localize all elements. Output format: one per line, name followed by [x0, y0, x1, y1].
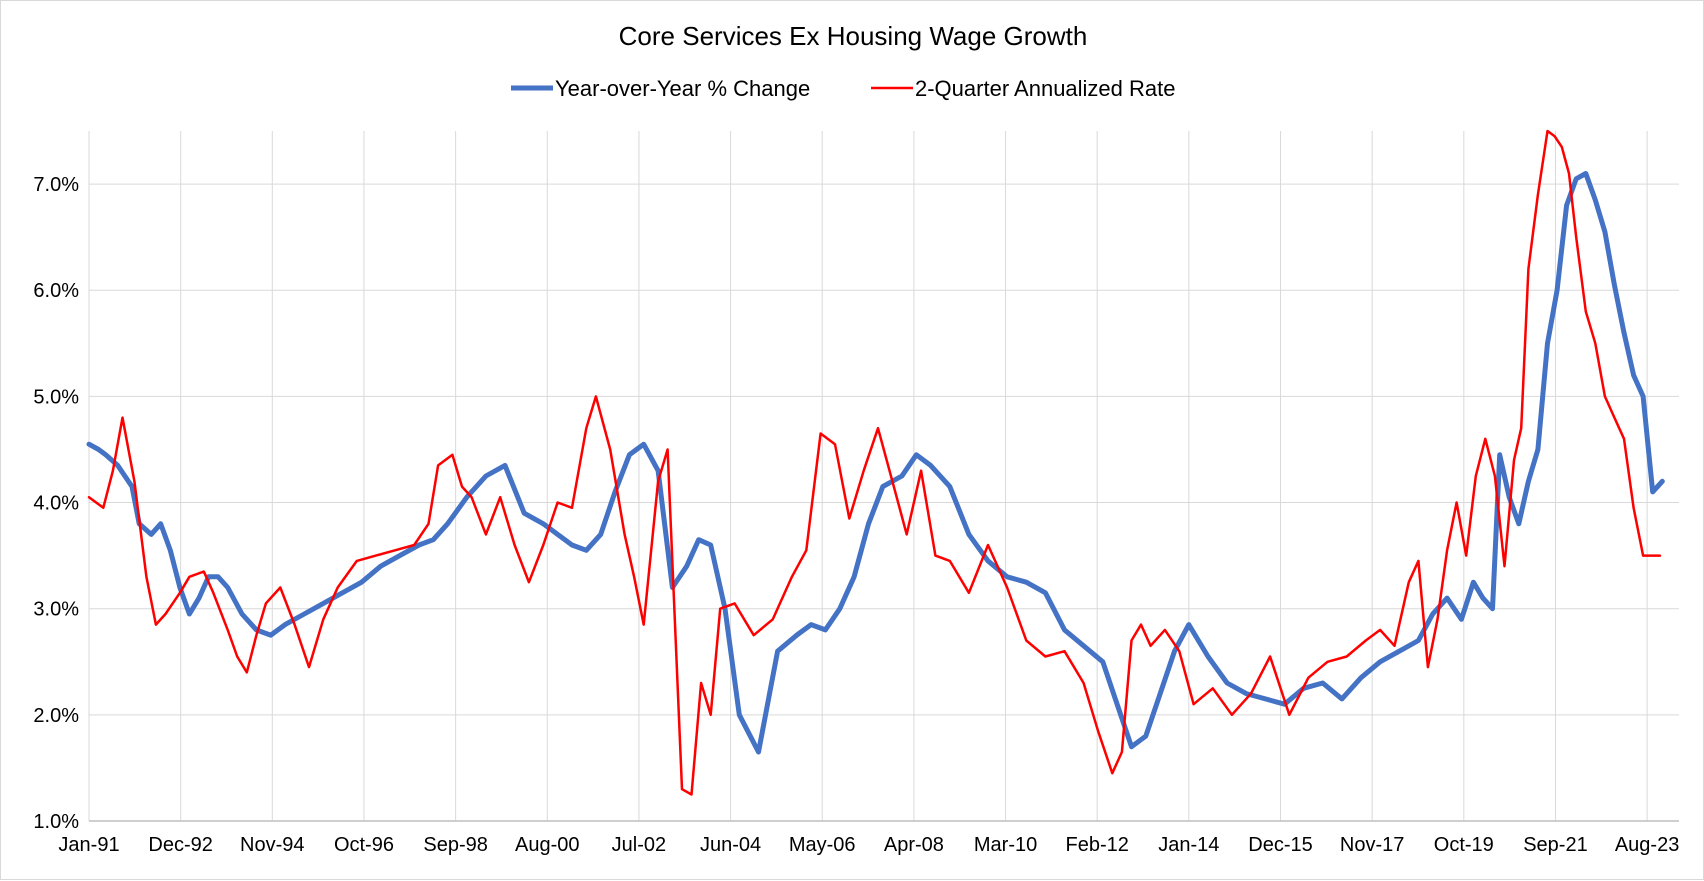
x-tick-label: Jul-02 [612, 834, 666, 856]
x-tick-label: Sep-21 [1523, 834, 1588, 856]
y-tick-label: 5.0% [33, 386, 79, 408]
legend-label-yoy: Year-over-Year % Change [555, 76, 810, 101]
y-tick-label: 2.0% [33, 705, 79, 727]
series-line-2q [87, 129, 1662, 796]
x-tick-label: Dec-92 [148, 834, 212, 856]
x-tick-label: May-06 [789, 834, 856, 856]
legend-item-2q: 2-Quarter Annualized Rate [871, 76, 1176, 101]
series-line-yoy [86, 171, 1665, 755]
x-tick-label: Mar-10 [974, 834, 1037, 856]
chart-title: Core Services Ex Housing Wage Growth [619, 21, 1088, 51]
plot-area [86, 129, 1665, 796]
y-tick-label: 6.0% [33, 280, 79, 302]
axes: 1.0% 2.0% 3.0% 4.0% 5.0% 6.0% 7.0% Jan-91 Dec-92… [33, 174, 1679, 856]
x-tick-label: Feb-12 [1065, 834, 1128, 856]
x-tick-label: Aug-00 [515, 834, 580, 856]
x-tick-label: Jan-14 [1158, 834, 1219, 856]
legend: Year-over-Year % Change 2-Quarter Annual… [511, 76, 1176, 101]
x-tick-label: Sep-98 [423, 834, 488, 856]
x-tick-label: Dec-15 [1248, 834, 1312, 856]
x-tick-label: Jun-04 [700, 834, 761, 856]
y-tick-label: 3.0% [33, 599, 79, 621]
x-tick-label: Oct-19 [1434, 834, 1494, 856]
x-tick-label: Nov-94 [240, 834, 304, 856]
grid [88, 131, 1679, 822]
x-tick-label: Aug-23 [1615, 834, 1680, 856]
legend-item-yoy: Year-over-Year % Change [511, 76, 810, 101]
x-tick-label: Apr-08 [884, 834, 944, 856]
y-tick-label: 1.0% [33, 811, 79, 833]
y-tick-label: 4.0% [33, 493, 79, 515]
legend-label-2q: 2-Quarter Annualized Rate [915, 76, 1176, 101]
x-tick-label: Jan-91 [58, 834, 119, 856]
y-tick-label: 7.0% [33, 174, 79, 196]
x-tick-label: Nov-17 [1340, 834, 1404, 856]
x-tick-label: Oct-96 [334, 834, 394, 856]
